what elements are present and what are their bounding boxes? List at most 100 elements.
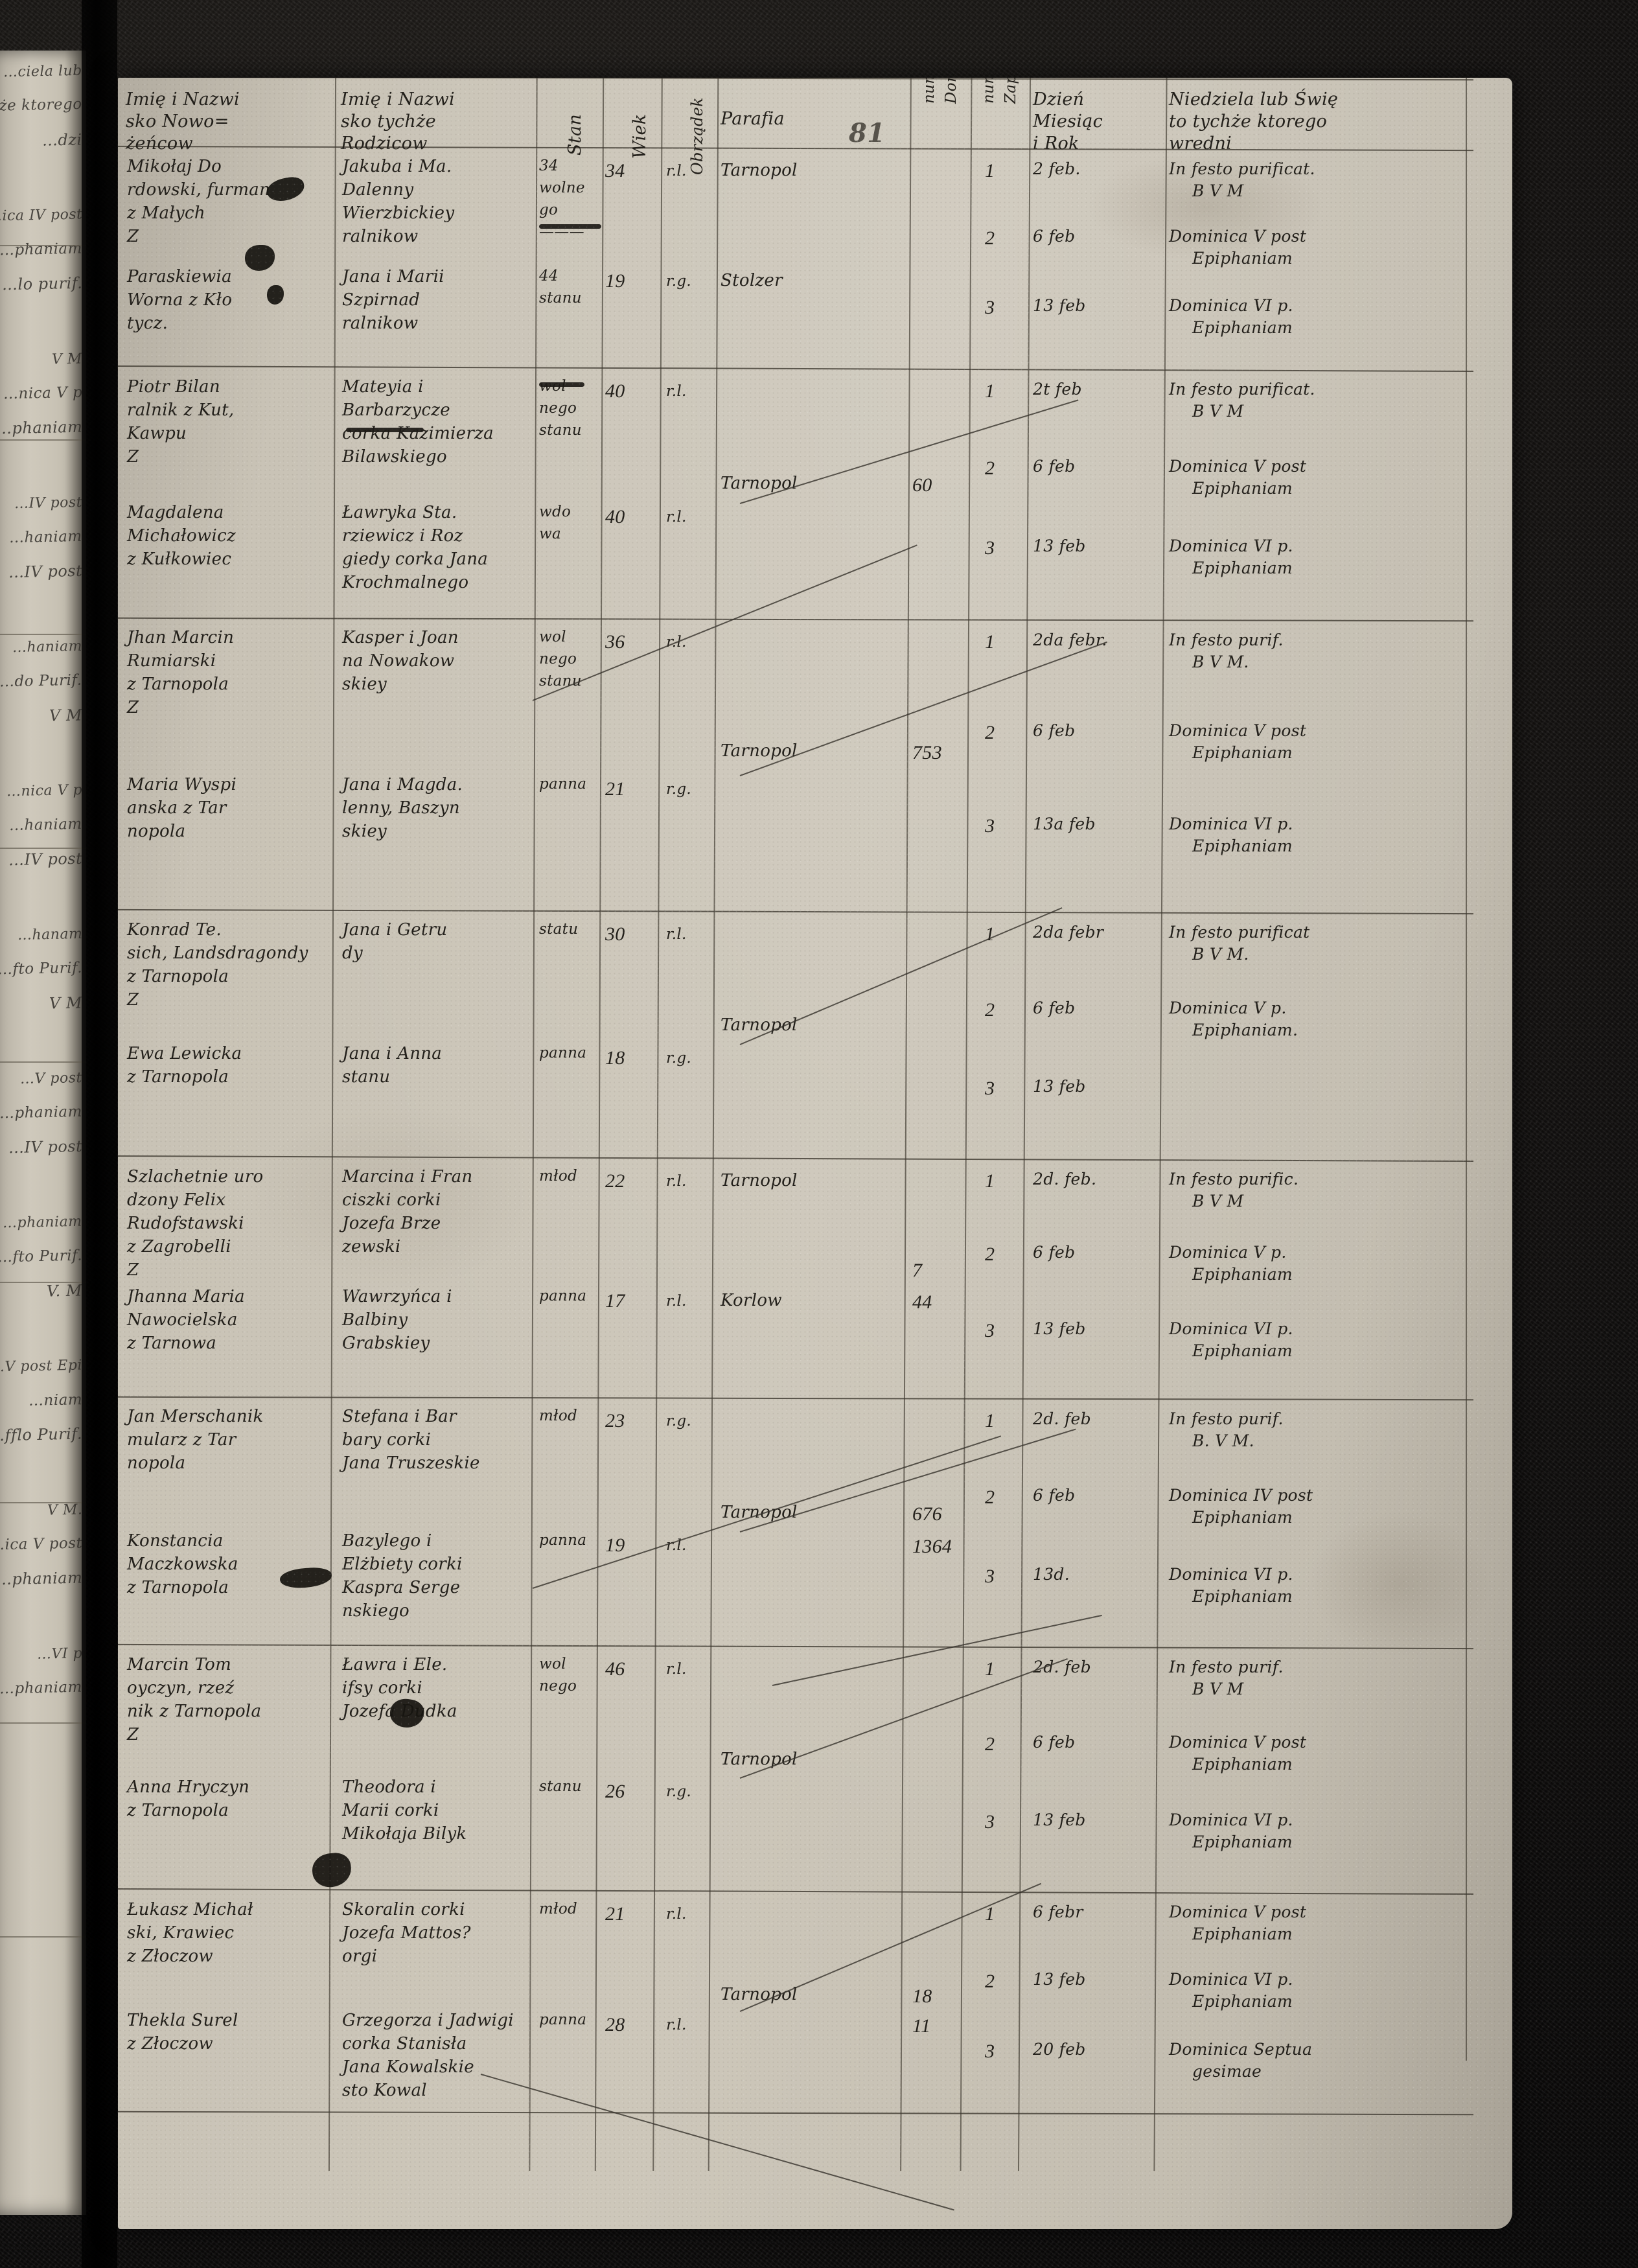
prev-page-text-fragment: …haniam — [9, 815, 83, 835]
bride-name-line: Maczkowska — [127, 1554, 238, 1574]
header-stan: Stan — [565, 113, 585, 156]
column-rule-8 — [1153, 78, 1168, 2171]
bride-name-line: Jhanna Maria — [127, 1287, 245, 1307]
prev-page-text-fragment: …IV post — [8, 849, 83, 870]
header-feast-day: to tychże ktorego — [1169, 111, 1328, 132]
bride-parents-line: Jana i Anna — [342, 1043, 443, 1063]
prev-page-rule — [0, 1502, 86, 1503]
feast-day-text: Dominica V p. — [1169, 1243, 1287, 1262]
bride-name-line: tycz. — [127, 313, 168, 333]
row-rule-5 — [118, 1155, 1473, 1163]
groom-name-line: Z — [127, 447, 139, 467]
bride-status: wa — [539, 525, 561, 542]
prev-page-text-fragment: …dzi — [42, 130, 83, 150]
prev-page-text-fragment: …ica IV post — [0, 206, 83, 225]
row-rule-4 — [118, 908, 1473, 915]
record-date: 2d. feb. — [1033, 1170, 1097, 1188]
bride-name-line: Thekla Surel — [127, 2010, 238, 2030]
record-date: 20 feb — [1033, 2040, 1086, 2059]
bride-parents-line: Szpirnad — [342, 290, 421, 310]
bride-parents-line: Jana i Marii — [342, 266, 444, 286]
parish-name: Tarnopol — [721, 741, 798, 761]
book-gutter-shadow — [82, 0, 117, 2268]
bride-status: panna — [539, 1531, 587, 1549]
groom-parents-line: orgi — [342, 1947, 378, 1966]
groom-status: 34 — [539, 157, 559, 174]
feast-day-text: Epiphaniam — [1192, 1992, 1293, 2011]
prev-page-text-fragment: V. M — [46, 1281, 83, 1301]
feast-day-text: Dominica VI p. — [1169, 537, 1293, 556]
bride-rite: r.l. — [666, 1293, 687, 1310]
bride-parents-line: Mikołaja Bilyk — [342, 1824, 467, 1844]
bride-age: 28 — [605, 2013, 625, 2035]
bride-parents-line: Jana Kowalskie — [342, 2057, 474, 2077]
bride-age: 17 — [605, 1290, 625, 1312]
bride-rite: r.l. — [666, 508, 687, 526]
groom-status: wol — [539, 1656, 566, 1672]
prev-page-text-fragment: …IV post — [14, 494, 83, 513]
groom-name-line: Z — [127, 698, 139, 717]
record-number: 2 — [985, 457, 995, 480]
header-house-number: Domu — [943, 78, 960, 104]
feast-day-text: Epiphaniam — [1192, 318, 1293, 338]
header-parent-names: Imię i Nazwi — [341, 89, 455, 110]
column-rule-2 — [594, 78, 605, 2171]
feast-day-text: Epiphaniam — [1192, 743, 1293, 763]
groom-status: wolne — [539, 179, 585, 196]
prev-page-text-fragment: …haniam — [12, 638, 83, 656]
groom-name-line: Z — [127, 990, 139, 1010]
header-parent-names: Rodzicow — [341, 133, 428, 154]
bride-parents-line: Elżbiety corki — [342, 1554, 463, 1574]
row-rule-6 — [118, 1396, 1473, 1401]
feast-day-text: B V M — [1192, 1192, 1244, 1210]
header-date: Miesiąc — [1033, 111, 1103, 132]
parish-bride: Korlow — [721, 1291, 782, 1311]
parish-groom: Tarnopol — [721, 161, 798, 180]
row-rule-7 — [118, 1643, 1473, 1650]
bride-parents-line: Wawrzyńca i — [342, 1287, 452, 1307]
groom-age: 34 — [605, 160, 625, 181]
house-number: 60 — [912, 474, 932, 496]
groom-rite: r.g. — [666, 1413, 692, 1429]
house-number: 11 — [912, 2015, 931, 2037]
feast-day-text: In festo purificat — [1169, 923, 1310, 942]
record-date: 13a feb — [1033, 815, 1096, 834]
prev-page-rule — [0, 1936, 86, 1938]
bride-status: panna — [539, 1288, 587, 1305]
groom-name-line: mularz z Tar — [127, 1430, 236, 1450]
groom-parents-line: dy — [342, 943, 363, 963]
groom-status: wol — [539, 629, 566, 645]
header-obrzadek: Obrządek — [688, 97, 706, 175]
header-record-number: Zapisu — [1002, 78, 1020, 104]
record-number: 3 — [985, 815, 995, 837]
record-number: 1 — [985, 1410, 995, 1431]
record-number: 1 — [985, 160, 995, 181]
prev-page-text-fragment: …phaniam — [0, 1678, 83, 1698]
prev-page-text-fragment: …phaniam — [0, 1568, 83, 1589]
bride-name-line: Worna z Kło — [127, 290, 233, 310]
record-date: 6 feb — [1033, 721, 1076, 741]
record-number: 2 — [985, 227, 995, 249]
groom-parents-line: Jozefa Brze — [342, 1214, 441, 1233]
prev-page-text-fragment: …nica V p — [3, 384, 83, 403]
record-date: 13d. — [1033, 1564, 1070, 1584]
bride-name-line: Michałowicz — [127, 526, 236, 546]
groom-age: 36 — [605, 631, 625, 653]
bride-parents-line: Theodora i — [342, 1777, 436, 1798]
record-date: 6 feb — [1033, 1485, 1076, 1505]
bride-name-line: anska z Tar — [127, 798, 227, 818]
record-number: 1 — [985, 923, 995, 945]
bride-parents-line: Grzegorza i Jadwigi — [342, 2010, 514, 2030]
feast-day-text: Dominica VI p. — [1169, 1564, 1293, 1584]
groom-name-line: Z — [127, 1725, 139, 1744]
record-date: 13 feb — [1033, 296, 1086, 316]
bride-rite: r.g. — [666, 781, 692, 798]
feast-day-text: Dominica Septua — [1169, 2040, 1313, 2059]
groom-parents-line: Marcina i Fran — [342, 1167, 473, 1186]
bride-name-line: Anna Hryczyn — [127, 1777, 250, 1798]
record-number: 2 — [985, 1733, 995, 1755]
feast-day-text: Dominica V p. — [1169, 999, 1287, 1018]
groom-status: młod — [539, 1901, 578, 1917]
bride-name-line: Maria Wyspi — [127, 775, 237, 795]
register-page: Imię i Nazwi sko Nowo= żeńcow Imię i Nazwi s… — [118, 78, 1512, 2229]
